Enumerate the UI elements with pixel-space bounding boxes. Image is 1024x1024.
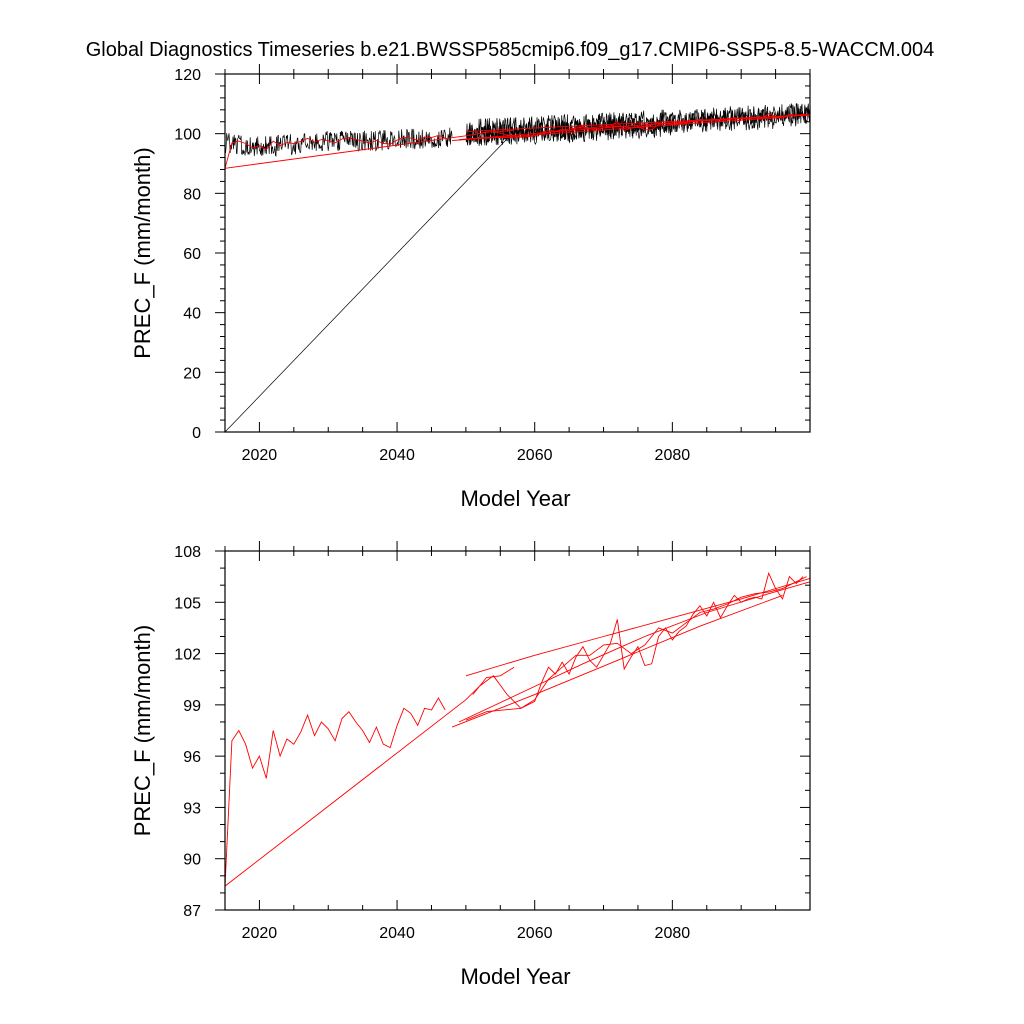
annual-series-line-2	[472, 666, 515, 695]
y-tick-label: 99	[183, 698, 201, 715]
y-tick-label: 0	[192, 425, 201, 442]
annual-series-line-3	[465, 577, 810, 677]
y-tick-label: 20	[183, 365, 201, 382]
plot-area	[225, 571, 810, 887]
y-axis-label: PREC_F (mm/month)	[130, 625, 155, 836]
y-tick-label: 93	[183, 800, 201, 817]
annual-series-line-6	[458, 114, 810, 141]
x-tick-label: 2040	[379, 925, 415, 942]
annual-series-line-5	[465, 571, 804, 721]
y-tick-label: 102	[174, 647, 201, 664]
monthly-series-line-1	[225, 127, 453, 157]
y-tick-label: 100	[174, 127, 201, 144]
y-axis-label: PREC_F (mm/month)	[130, 147, 155, 358]
x-tick-label: 2060	[517, 447, 553, 464]
y-tick-label: 90	[183, 852, 201, 869]
figure-title: Global Diagnostics Timeseries b.e21.BWSS…	[86, 39, 935, 61]
annual-series-line-0	[225, 135, 446, 169]
x-axis-label: Model Year	[460, 486, 570, 511]
annual-series-line-2	[472, 129, 515, 136]
y-tick-label: 105	[174, 595, 201, 612]
annual-series-line-6	[458, 581, 810, 723]
y-tick-label: 80	[183, 186, 201, 203]
annual-series-line-4	[451, 594, 783, 728]
annual-series-line-0	[225, 697, 446, 887]
y-tick-label: 60	[183, 246, 201, 263]
axes-frame	[224, 550, 811, 911]
y-tick-label: 108	[174, 544, 201, 561]
x-tick-label: 2080	[655, 925, 691, 942]
x-tick-label: 2040	[379, 447, 415, 464]
y-tick-label: 40	[183, 306, 201, 323]
plot-area	[225, 102, 810, 432]
monthly-series-line-0	[225, 134, 511, 432]
y-tick-label: 96	[183, 749, 201, 766]
annual-series-line-4	[452, 117, 783, 141]
annual-series-line-1	[225, 576, 807, 887]
x-tick-label: 2020	[242, 447, 278, 464]
x-axis-label: Model Year	[460, 964, 570, 989]
bottom-panel: 2020 2040 2060 2080 87 90 93 96 99 102 105 108 Model…	[130, 541, 811, 989]
y-tick-label: 120	[174, 67, 201, 84]
x-tick-label: 2080	[655, 447, 691, 464]
y-tick-label: 87	[183, 903, 201, 920]
x-tick-label: 2060	[517, 925, 553, 942]
x-tick-label: 2020	[242, 925, 278, 942]
